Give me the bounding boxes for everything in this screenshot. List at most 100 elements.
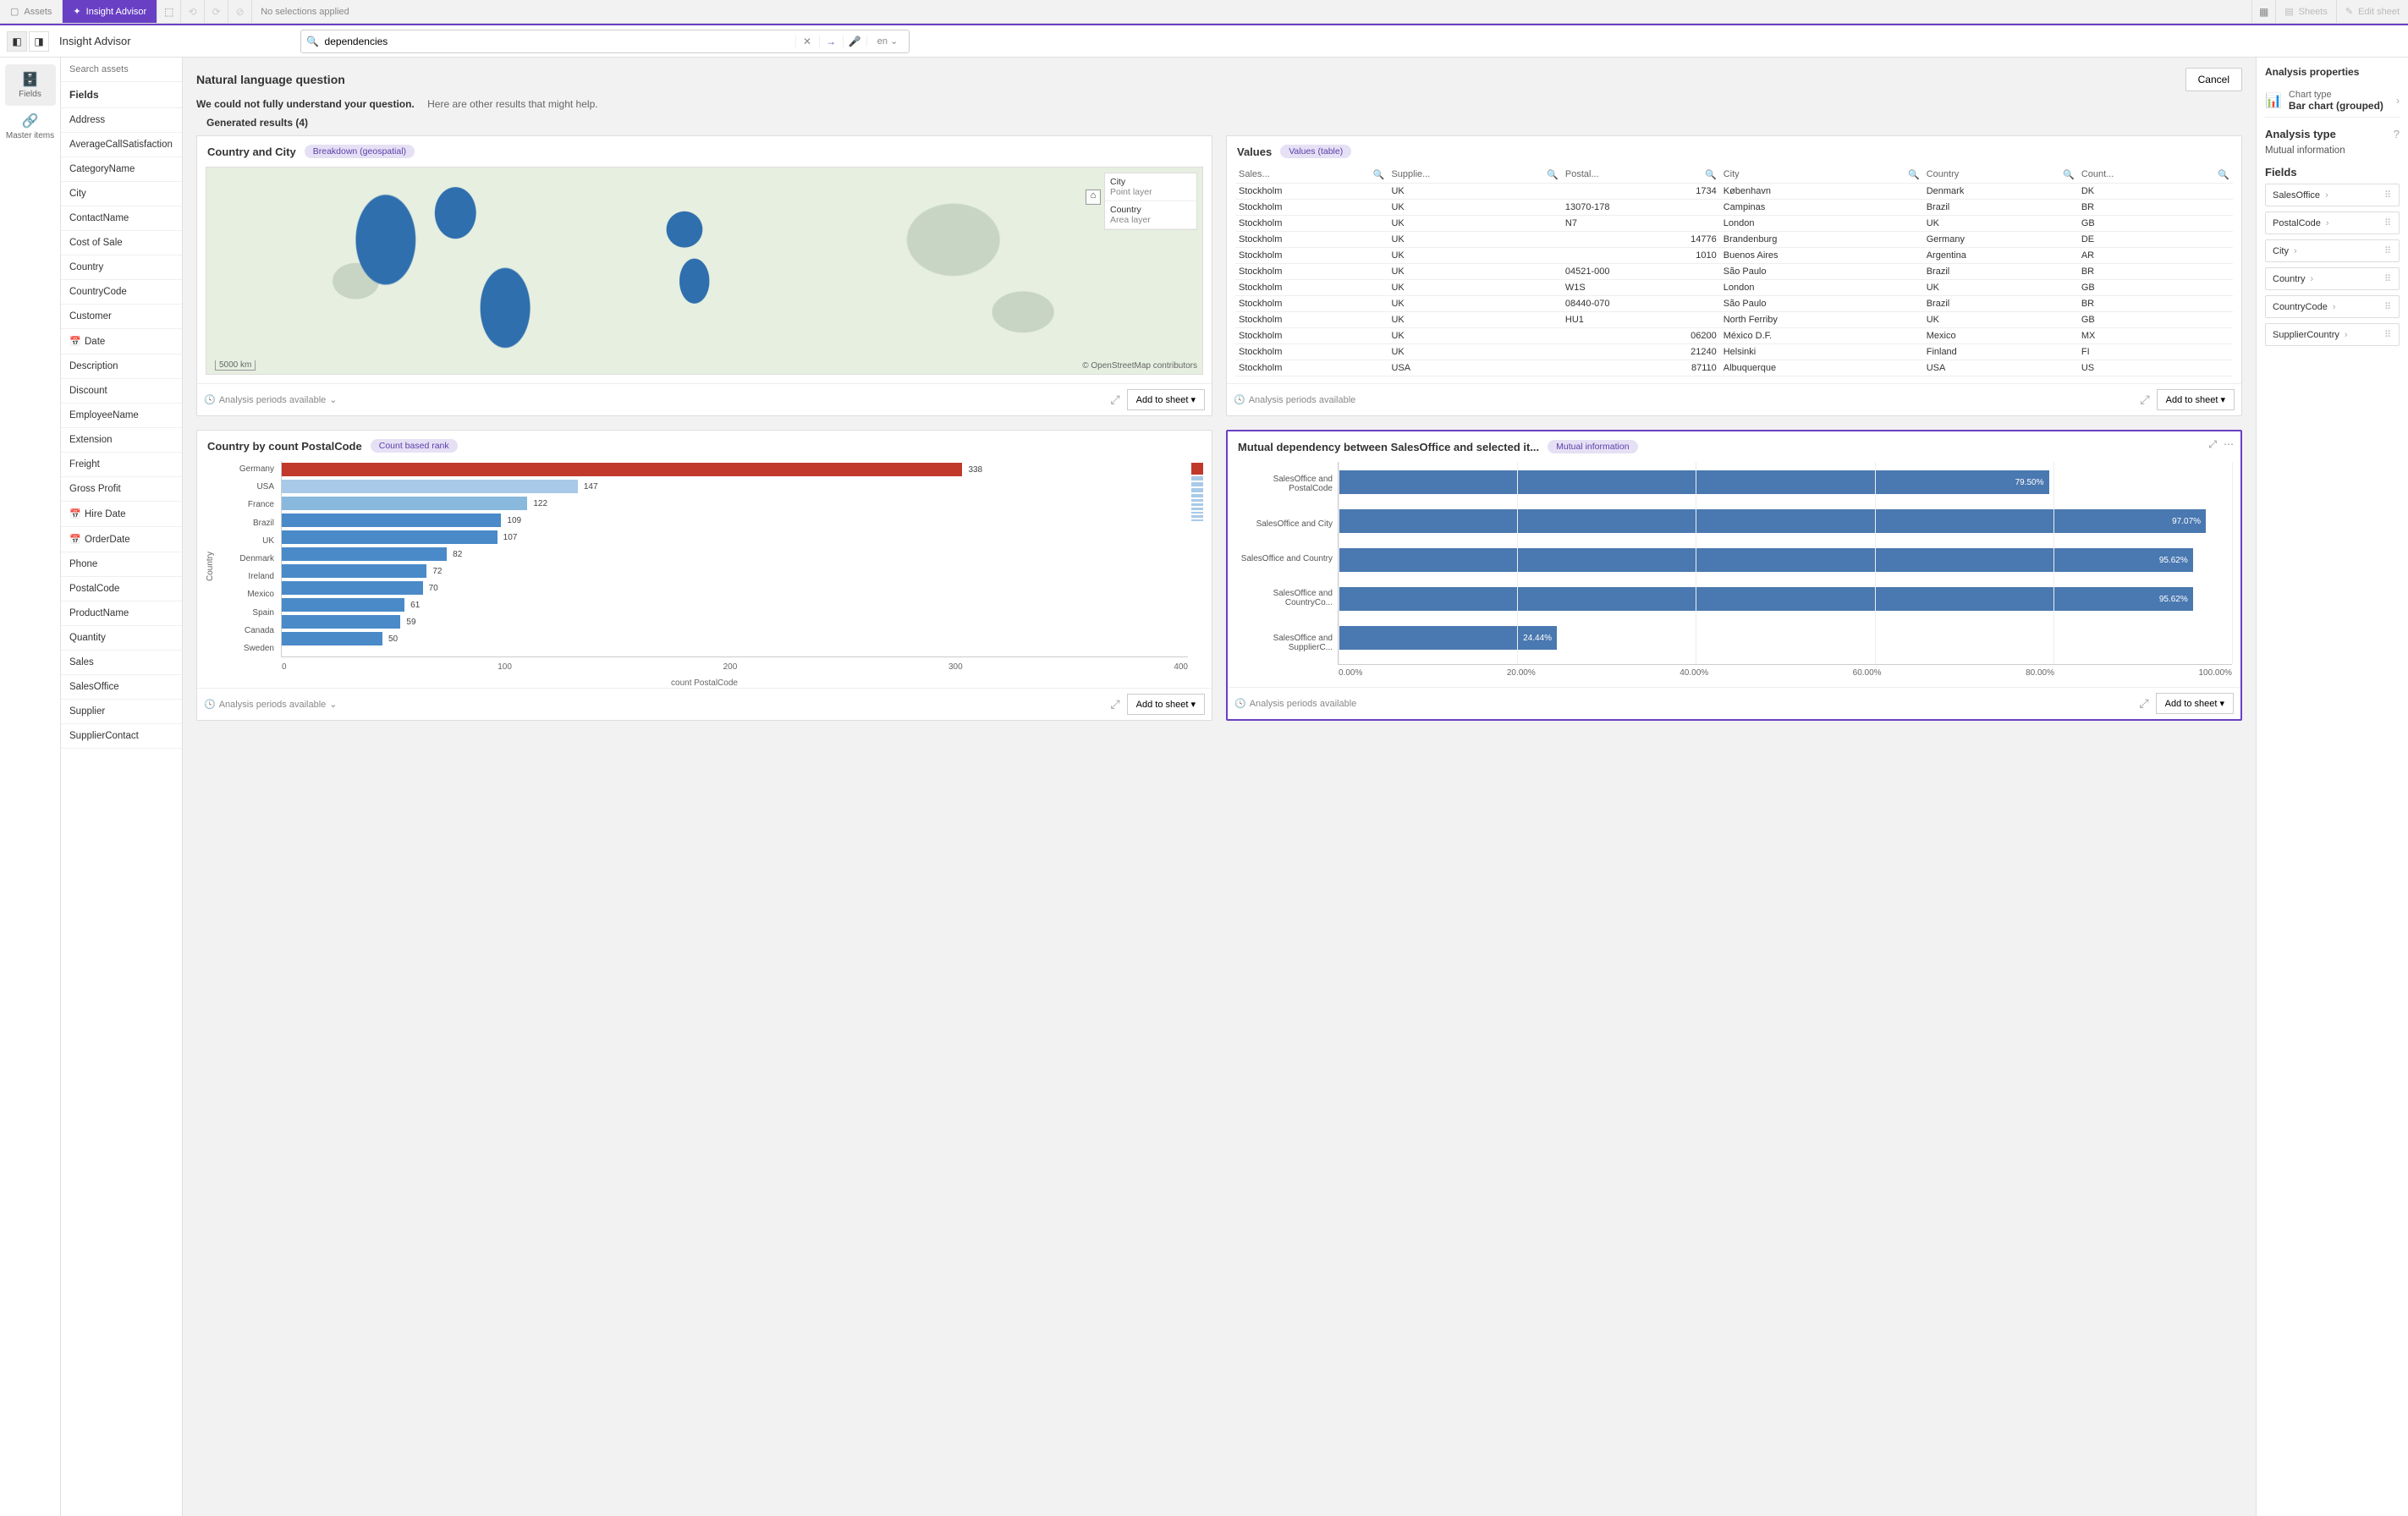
bar[interactable]: 61	[282, 598, 404, 612]
chart-type-row[interactable]: 📊 Chart type Bar chart (grouped) ›	[2265, 85, 2400, 118]
add-to-sheet-button[interactable]: Add to sheet ▾	[2156, 693, 2234, 714]
step-back-icon[interactable]: ⟲	[181, 0, 205, 24]
table-row[interactable]: StockholmUKHU1North FerribyUKGB	[1235, 312, 2233, 328]
bar[interactable]: 122	[282, 497, 527, 510]
rp-field-item[interactable]: PostalCode›⠿	[2265, 211, 2400, 234]
bar[interactable]: 70	[282, 581, 423, 595]
fullscreen-icon[interactable]: ⤢	[1110, 393, 1119, 407]
bar[interactable]: 95.62%	[1339, 587, 2193, 611]
table-row[interactable]: StockholmUK14776BrandenburgGermanyDE	[1235, 232, 2233, 248]
rail-item-fields[interactable]: 🗄️ Fields	[5, 64, 56, 106]
field-item[interactable]: Address	[61, 108, 182, 133]
bar[interactable]: 109	[282, 514, 501, 527]
field-item[interactable]: SalesOffice	[61, 675, 182, 700]
field-item[interactable]: Extension	[61, 428, 182, 453]
mic-icon[interactable]: 🎤	[843, 36, 866, 47]
field-item[interactable]: EmployeeName	[61, 404, 182, 428]
field-item[interactable]: SupplierContact	[61, 724, 182, 749]
fullscreen-icon[interactable]: ⤢	[1110, 697, 1119, 711]
bar[interactable]: 95.62%	[1339, 548, 2193, 572]
table-row[interactable]: StockholmUK08440-070São PauloBrazilBR	[1235, 296, 2233, 312]
bar[interactable]: 59	[282, 615, 400, 629]
help-icon[interactable]: ?	[2394, 128, 2400, 140]
bar[interactable]: 24.44%	[1339, 626, 1557, 650]
edit-sheet-button[interactable]: ✎ Edit sheet	[2336, 0, 2408, 23]
table-row[interactable]: StockholmUK1010Buenos AiresArgentinaAR	[1235, 248, 2233, 264]
add-to-sheet-button[interactable]: Add to sheet ▾	[1127, 389, 1205, 410]
rp-field-item[interactable]: Country›⠿	[2265, 267, 2400, 290]
table-row[interactable]: StockholmUKN7LondonUKGB	[1235, 216, 2233, 232]
drag-handle-icon[interactable]: ⠿	[2384, 217, 2392, 228]
fields-search-input[interactable]	[61, 58, 182, 82]
field-item[interactable]: Freight	[61, 453, 182, 477]
table-row[interactable]: StockholmUSALU1LutonUKGB	[1235, 376, 2233, 379]
field-item[interactable]: Discount	[61, 379, 182, 404]
clear-search-icon[interactable]: ✕	[795, 36, 819, 47]
sheets-button[interactable]: ▤ Sheets	[2275, 0, 2336, 23]
home-icon[interactable]: ⌂	[1086, 190, 1101, 205]
field-item[interactable]: AverageCallSatisfaction	[61, 133, 182, 157]
rp-field-item[interactable]: SalesOffice›⠿	[2265, 184, 2400, 206]
field-item[interactable]: Description	[61, 354, 182, 379]
tab-assets[interactable]: ▢ Assets	[0, 0, 63, 23]
field-item[interactable]: Supplier	[61, 700, 182, 724]
view-toggle-panel-right[interactable]: ◨	[29, 31, 49, 52]
countbar-plot[interactable]: 0100200300400 33814712210910782727061595…	[281, 461, 1188, 657]
field-item[interactable]: ContactName	[61, 206, 182, 231]
field-item[interactable]: 📅Date	[61, 329, 182, 354]
fullscreen-icon[interactable]: ⤢	[2140, 393, 2149, 407]
submit-search-icon[interactable]: →	[819, 36, 843, 47]
bar[interactable]: 72	[282, 564, 426, 578]
field-item[interactable]: Customer	[61, 305, 182, 329]
table-row[interactable]: StockholmUK13070-178CampinasBrazilBR	[1235, 200, 2233, 216]
field-item[interactable]: 📅Hire Date	[61, 502, 182, 527]
mutual-plot[interactable]: 0.00%20.00%40.00%60.00%80.00%100.00% 79.…	[1338, 462, 2232, 665]
field-item[interactable]: ProductName	[61, 601, 182, 626]
add-to-sheet-button[interactable]: Add to sheet ▾	[2157, 389, 2235, 410]
table-header[interactable]: Supplie...🔍	[1388, 167, 1561, 184]
values-table[interactable]: Sales...🔍Supplie...🔍Postal...🔍City🔍Count…	[1235, 167, 2233, 378]
drag-handle-icon[interactable]: ⠿	[2384, 245, 2392, 256]
drag-handle-icon[interactable]: ⠿	[2384, 273, 2392, 284]
expand-icon[interactable]: ⤢	[2208, 438, 2217, 451]
rail-item-master-items[interactable]: 🔗 Master items	[5, 106, 56, 147]
table-row[interactable]: StockholmUSA87110AlbuquerqueUSAUS	[1235, 360, 2233, 376]
rp-field-item[interactable]: SupplierCountry›⠿	[2265, 323, 2400, 346]
step-forward-icon[interactable]: ⟳	[205, 0, 228, 24]
field-item[interactable]: Gross Profit	[61, 477, 182, 502]
table-header[interactable]: Count...🔍	[2078, 167, 2233, 184]
field-item[interactable]: Sales	[61, 651, 182, 675]
bar[interactable]: 50	[282, 632, 382, 645]
selection-tool-icon[interactable]: ⬚	[157, 0, 181, 24]
field-item[interactable]: PostalCode	[61, 577, 182, 601]
rp-field-item[interactable]: CountryCode›⠿	[2265, 295, 2400, 318]
bar[interactable]: 147	[282, 480, 578, 493]
table-header[interactable]: Sales...🔍	[1235, 167, 1388, 184]
table-row[interactable]: StockholmUK04521-000São PauloBrazilBR	[1235, 264, 2233, 280]
table-header[interactable]: Postal...🔍	[1562, 167, 1720, 184]
search-input[interactable]	[325, 36, 795, 47]
field-item[interactable]: 📅OrderDate	[61, 527, 182, 552]
table-header[interactable]: Country🔍	[1923, 167, 2078, 184]
view-toggle-panel-left[interactable]: ◧	[7, 31, 27, 52]
language-selector[interactable]: en ⌄	[866, 36, 909, 47]
bar[interactable]: 107	[282, 530, 498, 544]
cancel-button[interactable]: Cancel	[2185, 68, 2242, 91]
field-item[interactable]: City	[61, 182, 182, 206]
table-row[interactable]: StockholmUK21240HelsinkiFinlandFI	[1235, 344, 2233, 360]
field-item[interactable]: CategoryName	[61, 157, 182, 182]
bar[interactable]: 97.07%	[1339, 509, 2206, 533]
map-chart[interactable]: City Point layer Country Area layer ⌂ 50…	[206, 167, 1203, 375]
table-row[interactable]: StockholmUKW1SLondonUKGB	[1235, 280, 2233, 296]
table-row[interactable]: StockholmUK06200México D.F.MexicoMX	[1235, 328, 2233, 344]
rp-field-item[interactable]: City›⠿	[2265, 239, 2400, 262]
field-item[interactable]: CountryCode	[61, 280, 182, 305]
tab-insight-advisor[interactable]: ✦ Insight Advisor	[63, 0, 157, 23]
field-item[interactable]: Quantity	[61, 626, 182, 651]
clear-selections-icon[interactable]: ⊘	[228, 0, 252, 24]
more-icon[interactable]: ⋯	[2224, 438, 2234, 451]
bar[interactable]: 82	[282, 547, 447, 561]
field-item[interactable]: Phone	[61, 552, 182, 577]
drag-handle-icon[interactable]: ⠿	[2384, 329, 2392, 340]
field-item[interactable]: Country	[61, 255, 182, 280]
